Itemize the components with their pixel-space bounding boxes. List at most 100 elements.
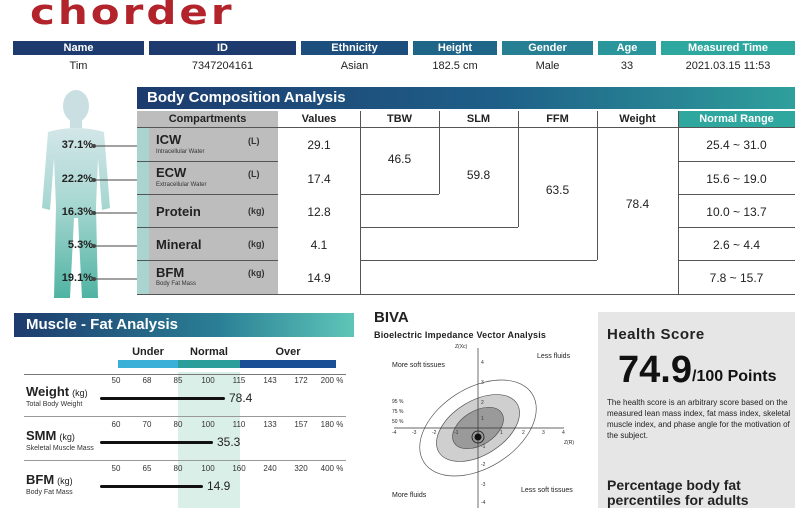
brand-logo: chorder	[30, 0, 235, 33]
value-measured-time: 2021.03.15 11:53	[685, 60, 771, 72]
scale-tick: 400 %	[320, 464, 344, 473]
mf-divider	[24, 460, 346, 461]
col-compartments: Compartments	[168, 113, 247, 125]
svg-text:2: 2	[522, 430, 525, 436]
header-gender: Gender	[502, 41, 593, 55]
mf-title: Muscle - Fat Analysis	[14, 313, 354, 337]
cmp-range: 10.0 ~ 13.7	[706, 205, 767, 219]
cmp-sub: Extracellular Water	[156, 182, 207, 188]
xtick: -4	[392, 430, 397, 436]
value-height: 182.5 cm	[432, 60, 478, 72]
header-age: Age	[598, 41, 656, 55]
scale-tick: 68	[142, 376, 152, 385]
band-normal	[178, 360, 240, 368]
header-name: Name	[13, 41, 144, 55]
cmp-sub: Intracellular Water	[156, 149, 205, 155]
band-under	[118, 360, 178, 368]
cmp-unit: (L)	[248, 169, 260, 179]
scale-tick: 320	[294, 464, 308, 473]
header-id: ID	[149, 41, 296, 55]
header-ethnicity: Ethnicity	[301, 41, 408, 55]
scale-tick: 100	[201, 420, 215, 429]
value-age: 33	[620, 60, 634, 72]
scale-tick: 70	[142, 420, 152, 429]
cmp-name: BFM	[156, 265, 185, 280]
scale-tick: 240	[263, 464, 277, 473]
cmp-name: ECW	[156, 165, 187, 180]
pct-icw: 37.1%	[61, 139, 93, 151]
cmp-unit: (kg)	[248, 206, 265, 216]
col-values: Values	[301, 113, 337, 125]
cmp-name: Protein	[156, 204, 201, 219]
mf-row-unit: (kg)	[72, 388, 88, 398]
mf-divider	[24, 374, 346, 375]
mf-row-name: BFM	[26, 472, 55, 487]
mf-row-sub: Skeletal Muscle Mass	[26, 445, 94, 452]
mf-row-label: BFM (kg)	[26, 472, 73, 487]
svg-text:1: 1	[481, 416, 484, 422]
svg-text:-1: -1	[454, 430, 459, 436]
svg-text:-3: -3	[481, 482, 486, 488]
svg-text:3: 3	[481, 380, 484, 386]
svg-text:4: 4	[562, 430, 565, 436]
pct-protein: 16.3%	[61, 206, 93, 218]
svg-text:-1: -1	[481, 444, 486, 450]
health-score-title: Health Score	[607, 326, 705, 343]
scale-tick: 157	[294, 420, 308, 429]
band-under-label: Under	[132, 346, 164, 358]
scale-tick: 100	[201, 376, 215, 385]
scale-tick: 180 %	[320, 420, 344, 429]
scale-tick: 200 %	[320, 376, 344, 385]
scale-tick: 80	[173, 420, 183, 429]
scale-tick: 60	[111, 420, 121, 429]
cmp-name: ICW	[156, 132, 182, 147]
biva-subtitle: Bioelectric Impedance Vector Analysis	[374, 330, 547, 340]
svg-text:-2: -2	[432, 430, 437, 436]
cmp-value: 4.1	[310, 238, 328, 252]
mf-row-sub: Body Fat Mass	[26, 489, 73, 496]
biva-xaxis-label: Z(R)	[564, 440, 574, 446]
mf-value: 35.3	[217, 435, 241, 449]
band-normal-label: Normal	[190, 346, 228, 358]
slm-value: 59.8	[466, 168, 491, 182]
normal-range-header-bg	[678, 111, 795, 127]
mf-row-sub: Total Body Weight	[26, 401, 83, 408]
cmp-range: 15.6 ~ 19.0	[706, 172, 767, 186]
biva-yaxis-label: Z(Xc)	[455, 344, 468, 350]
col-normal-range: Normal Range	[699, 113, 774, 125]
svg-text:3: 3	[542, 430, 545, 436]
value-gender: Male	[535, 60, 560, 72]
cmp-value: 14.9	[307, 271, 331, 285]
scale-tick: 80	[173, 464, 183, 473]
scale-tick: 110	[232, 420, 246, 429]
health-score-value: 74.9	[618, 349, 692, 391]
scale-tick: 100	[201, 464, 215, 473]
health-score-description: The health score is an arbitrary score b…	[607, 398, 791, 440]
cmp-range: 7.8 ~ 15.7	[709, 271, 764, 285]
cmp-range: 2.6 ~ 4.4	[712, 238, 761, 252]
scale-tick: 50	[111, 376, 121, 385]
scale-tick: 115	[232, 376, 246, 385]
band-over-label: Over	[275, 346, 301, 358]
col-slm: SLM	[466, 113, 491, 125]
ffm-value: 63.5	[545, 183, 570, 197]
scale-tick: 172	[294, 376, 308, 385]
band-over	[240, 360, 336, 368]
cmp-unit: (kg)	[248, 239, 265, 249]
value-ethnicity: Asian	[340, 60, 369, 72]
scale-tick: 133	[263, 420, 277, 429]
scale-tick: 85	[173, 376, 183, 385]
col-tbw: TBW	[386, 113, 413, 125]
mf-divider	[24, 416, 346, 417]
pct-mineral: 5.3%	[67, 239, 93, 251]
biva-title: BIVA	[374, 309, 409, 326]
compartments-column-bg	[137, 111, 278, 294]
cmp-name: Mineral	[156, 237, 202, 252]
cmp-unit: (kg)	[248, 268, 265, 278]
svg-text:-3: -3	[412, 430, 417, 436]
cmp-range: 25.4 ~ 31.0	[706, 138, 767, 152]
weight-value: 78.4	[625, 197, 650, 211]
svg-text:2: 2	[481, 400, 484, 406]
mf-value: 78.4	[229, 391, 253, 405]
biva-chart: -4 -3 -2 -1 1 2 3 4 4 3 2 1 -1 -2 -3 -4	[392, 348, 565, 508]
